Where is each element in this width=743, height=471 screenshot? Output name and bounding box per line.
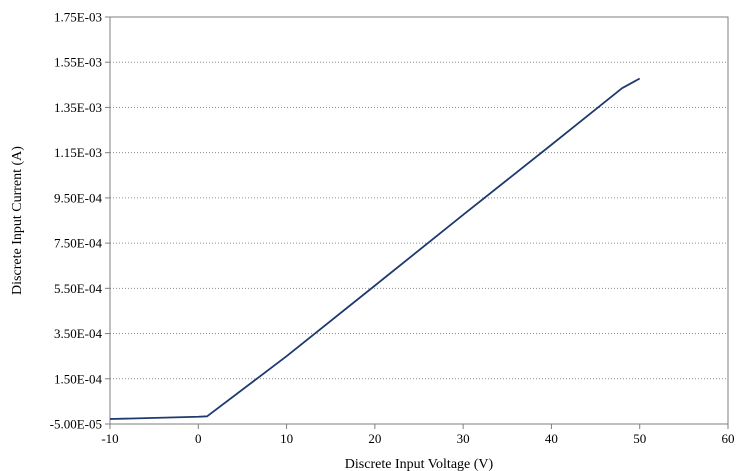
x-tick-label: 30: [457, 431, 470, 446]
y-axis-title: Discrete Input Current (A): [10, 146, 25, 295]
x-tick-label: 20: [368, 431, 381, 446]
x-tick-label: 40: [545, 431, 558, 446]
x-tick-label: 50: [633, 431, 646, 446]
y-tick-label: 1.55E-03: [54, 55, 102, 70]
x-tick-label: -10: [101, 431, 118, 446]
y-tick-label: -5.00E-05: [50, 417, 102, 432]
y-tick-label: 1.50E-04: [54, 371, 103, 386]
grid-lines: [110, 61, 728, 380]
x-axis-title: Discrete Input Voltage (V): [345, 457, 494, 471]
y-tick-label: 1.35E-03: [54, 100, 102, 115]
y-tick-label: 3.50E-04: [54, 326, 103, 341]
series-line: [109, 77, 641, 420]
y-axis-tick-labels: -5.00E-05 1.50E-04 3.50E-04 5.50E-04 7.50E-0…: [50, 10, 110, 432]
y-tick-label: 9.50E-04: [54, 190, 103, 205]
x-tick-label: 60: [722, 431, 735, 446]
y-tick-label: 5.50E-04: [54, 281, 103, 296]
y-tick-label: 1.75E-03: [54, 10, 102, 25]
series-group: [109, 77, 641, 420]
plot-area-frame: [109, 16, 729, 425]
y-tick-label: 1.15E-03: [54, 145, 102, 160]
x-tick-label: 10: [280, 431, 293, 446]
y-tick-label: 7.50E-04: [54, 236, 103, 251]
x-tick-label: 0: [195, 431, 202, 446]
x-axis-tick-labels: -10 0 10 20 30 40 50 60: [101, 424, 735, 446]
